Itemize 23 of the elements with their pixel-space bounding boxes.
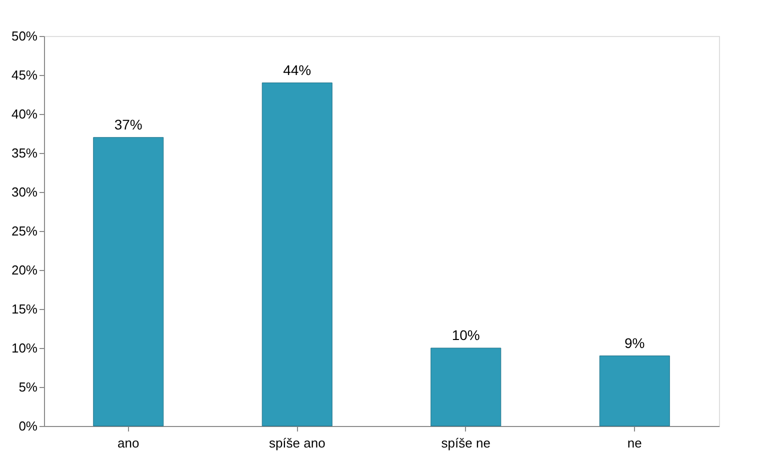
data-label: 9% — [624, 334, 645, 351]
y-tick-label: 25% — [11, 224, 38, 238]
y-tick-label: 5% — [18, 380, 38, 394]
y-tick-label: 50% — [11, 28, 38, 44]
x-tick-label: spíše ano — [268, 436, 326, 450]
data-label: 44% — [283, 62, 312, 78]
y-tick-label: 30% — [11, 184, 38, 200]
y-tick-label: 35% — [11, 146, 38, 160]
data-label: 37% — [114, 116, 142, 132]
x-tick-label: ne — [627, 436, 642, 450]
bar — [599, 356, 670, 426]
y-tick-label: 20% — [11, 262, 38, 278]
y-tick-label: 0% — [18, 418, 38, 434]
x-tick-label: spíše ne — [441, 436, 490, 450]
y-tick-label: 10% — [11, 340, 38, 356]
bar — [262, 82, 332, 426]
y-tick-label: 15% — [11, 302, 38, 316]
bar — [430, 348, 502, 426]
x-tick-label: ano — [118, 436, 140, 450]
bar — [93, 137, 164, 426]
y-tick-label: 45% — [11, 68, 38, 82]
data-label: 10% — [452, 327, 480, 343]
y-tick-label: 40% — [11, 106, 38, 122]
